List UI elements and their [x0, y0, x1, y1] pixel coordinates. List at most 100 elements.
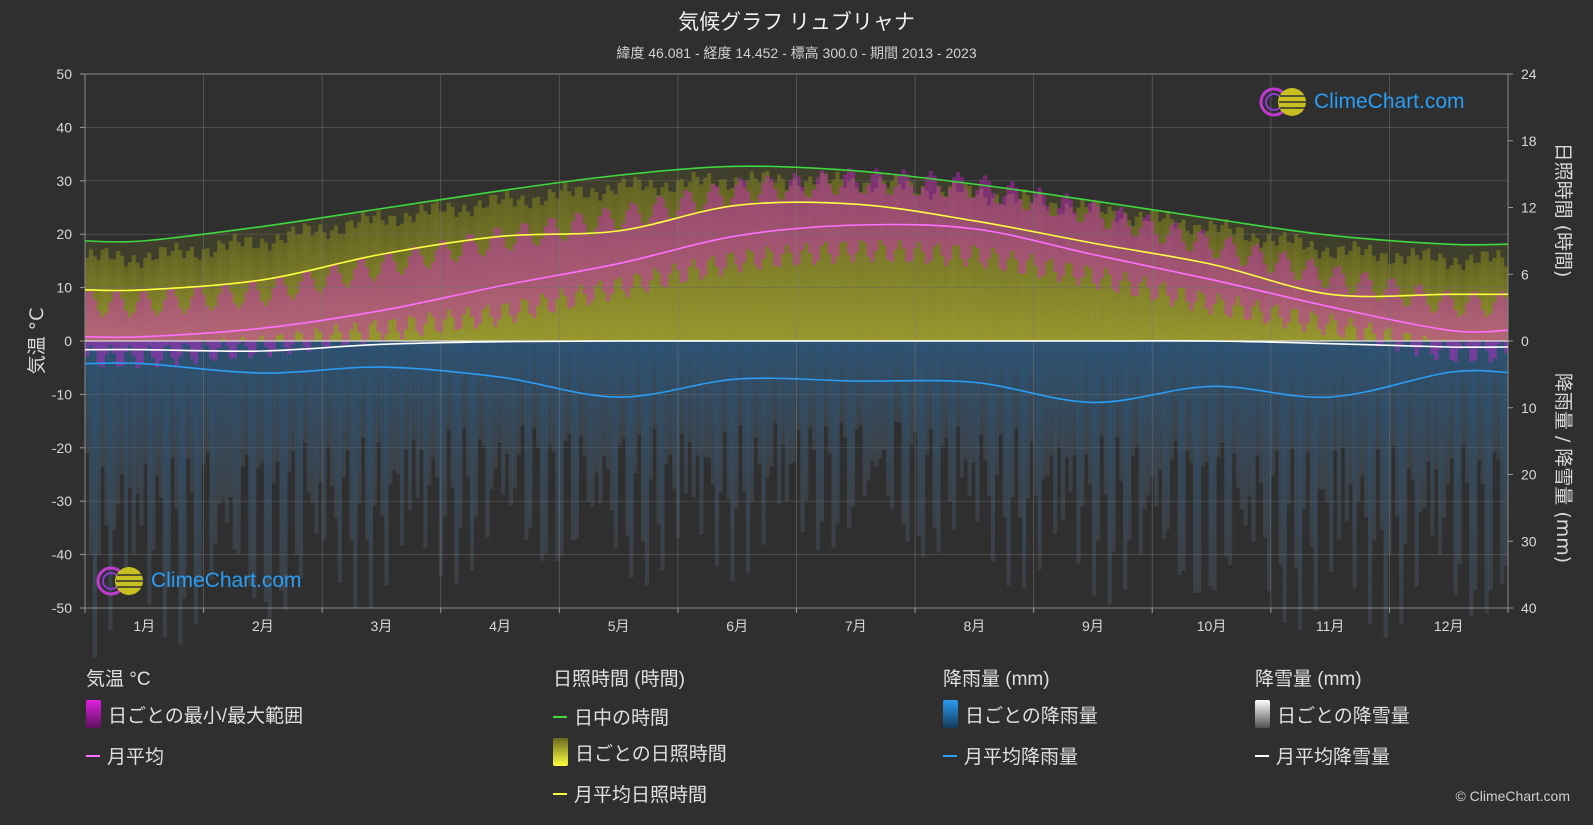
sunshine-bar — [703, 177, 708, 341]
sunshine-bar — [1274, 245, 1279, 341]
sunshine-bar — [1080, 199, 1085, 341]
precip-bar — [1068, 341, 1073, 492]
precip-bar — [508, 341, 513, 506]
precip-bar — [979, 341, 984, 435]
temp-range-bar — [1010, 181, 1015, 251]
sunshine-bar — [481, 207, 486, 341]
precip-bar — [485, 341, 490, 538]
temp-range-bar — [800, 186, 805, 251]
precip-bar — [520, 341, 525, 426]
precip-bar — [753, 341, 758, 438]
x-tick-label: 4月 — [489, 618, 511, 634]
temp-range-bar — [1080, 222, 1085, 278]
precip-bar — [473, 341, 478, 517]
temp-range-bar — [1368, 280, 1373, 323]
precip-bar — [403, 341, 409, 450]
sunshine-bar — [329, 230, 335, 341]
precip-bar — [326, 341, 331, 447]
temp-range-bar — [722, 205, 727, 269]
sunshine-bar — [555, 198, 560, 341]
legend-temp-avg-label: 月平均 — [107, 747, 165, 768]
precip-bar — [112, 341, 117, 531]
temp-range-bar — [536, 245, 541, 306]
sunshine-bar — [1399, 256, 1404, 341]
sunshine-bar — [1333, 258, 1338, 341]
y-axis-right-top-title: 日照時間 (時間) — [1552, 143, 1574, 278]
temp-range-bar — [804, 196, 809, 244]
temp-range-bar — [384, 252, 389, 335]
temp-range-bar — [1200, 229, 1206, 294]
precip-bar — [722, 341, 727, 433]
sunshine-bar — [1134, 216, 1139, 341]
precip-bar — [1294, 341, 1299, 569]
sunshine-bar — [166, 255, 171, 341]
precip-bar — [1115, 341, 1120, 438]
temp-range-bar — [602, 207, 607, 293]
precip-bar — [792, 341, 797, 462]
precip-bar — [127, 341, 132, 488]
sunshine-bar — [1317, 258, 1322, 341]
precip-bar — [777, 341, 782, 505]
temp-range-bar — [769, 178, 774, 252]
temp-range-bar — [127, 316, 132, 346]
sunshine-bar — [1298, 237, 1303, 341]
precip-bar — [866, 341, 871, 481]
precip-bar — [1356, 341, 1361, 502]
sunshine-bar — [637, 179, 642, 341]
legend-rain-avg: 月平均降雨量 — [943, 742, 1078, 769]
temp-range-bar — [213, 305, 218, 362]
temp-range-bar — [687, 191, 692, 267]
precip-bar — [1200, 341, 1206, 467]
sunshine-bar — [516, 199, 521, 341]
sunshine-bar — [1286, 241, 1291, 341]
precip-bar — [664, 341, 669, 465]
logo-bottom-left[interactable]: ClimeChart.com — [95, 565, 302, 597]
precip-bar — [878, 341, 883, 459]
sunshine-bar — [672, 191, 677, 341]
temp-range-bar — [1364, 271, 1369, 329]
logo-top-right[interactable]: ClimeChart.com — [1258, 86, 1465, 118]
sunshine-bar — [648, 179, 653, 341]
chart-title: 気候グラフ リュブリャナ — [678, 11, 915, 34]
temp-range-bar — [143, 291, 148, 350]
precip-bar — [547, 341, 552, 445]
temp-range-bar — [815, 177, 821, 261]
temp-range-bar — [1235, 256, 1241, 297]
precip-bar — [466, 341, 471, 477]
y-axis-right-bottom-title: 降雨量 / 降雪量 (mm) — [1552, 373, 1574, 563]
temp-range-bar — [1224, 239, 1229, 315]
precip-bar — [275, 341, 280, 462]
precip-bar — [1410, 341, 1415, 480]
precip-bar — [116, 341, 121, 505]
temp-range-bar — [357, 258, 362, 333]
sunshine-bar — [88, 249, 94, 341]
temp-range-bar — [1438, 301, 1443, 350]
temp-range-bar — [1278, 253, 1283, 318]
precip-bar — [788, 341, 793, 465]
sunshine-bar — [613, 193, 618, 341]
sunshine-bar — [843, 187, 848, 341]
sunshine-bar — [1037, 193, 1042, 341]
sunshine-bar — [707, 172, 712, 341]
precip-bar — [695, 341, 700, 456]
precip-bar — [1445, 341, 1450, 485]
precip-bar — [613, 341, 618, 549]
precip-bar — [672, 341, 677, 489]
sunshine-bar — [174, 242, 179, 341]
sunshine-bar — [726, 189, 731, 341]
sunshine-bar — [1251, 233, 1256, 341]
y-right-precip-tick-label: 30 — [1521, 533, 1537, 549]
temp-range-bar — [570, 221, 576, 307]
sunshine-bar — [392, 215, 397, 341]
precip-bar — [1006, 341, 1011, 586]
temp-range-bar — [450, 259, 455, 318]
precip-bar — [932, 341, 937, 529]
sunshine-bar — [570, 195, 576, 341]
precip-bar — [1134, 341, 1139, 446]
precip-bar — [143, 341, 148, 465]
temp-range-bar — [885, 193, 891, 260]
y-left-tick-label: -10 — [52, 386, 72, 402]
precip-bar — [656, 341, 661, 525]
precip-bar — [955, 341, 961, 427]
precip-bar — [314, 341, 319, 534]
